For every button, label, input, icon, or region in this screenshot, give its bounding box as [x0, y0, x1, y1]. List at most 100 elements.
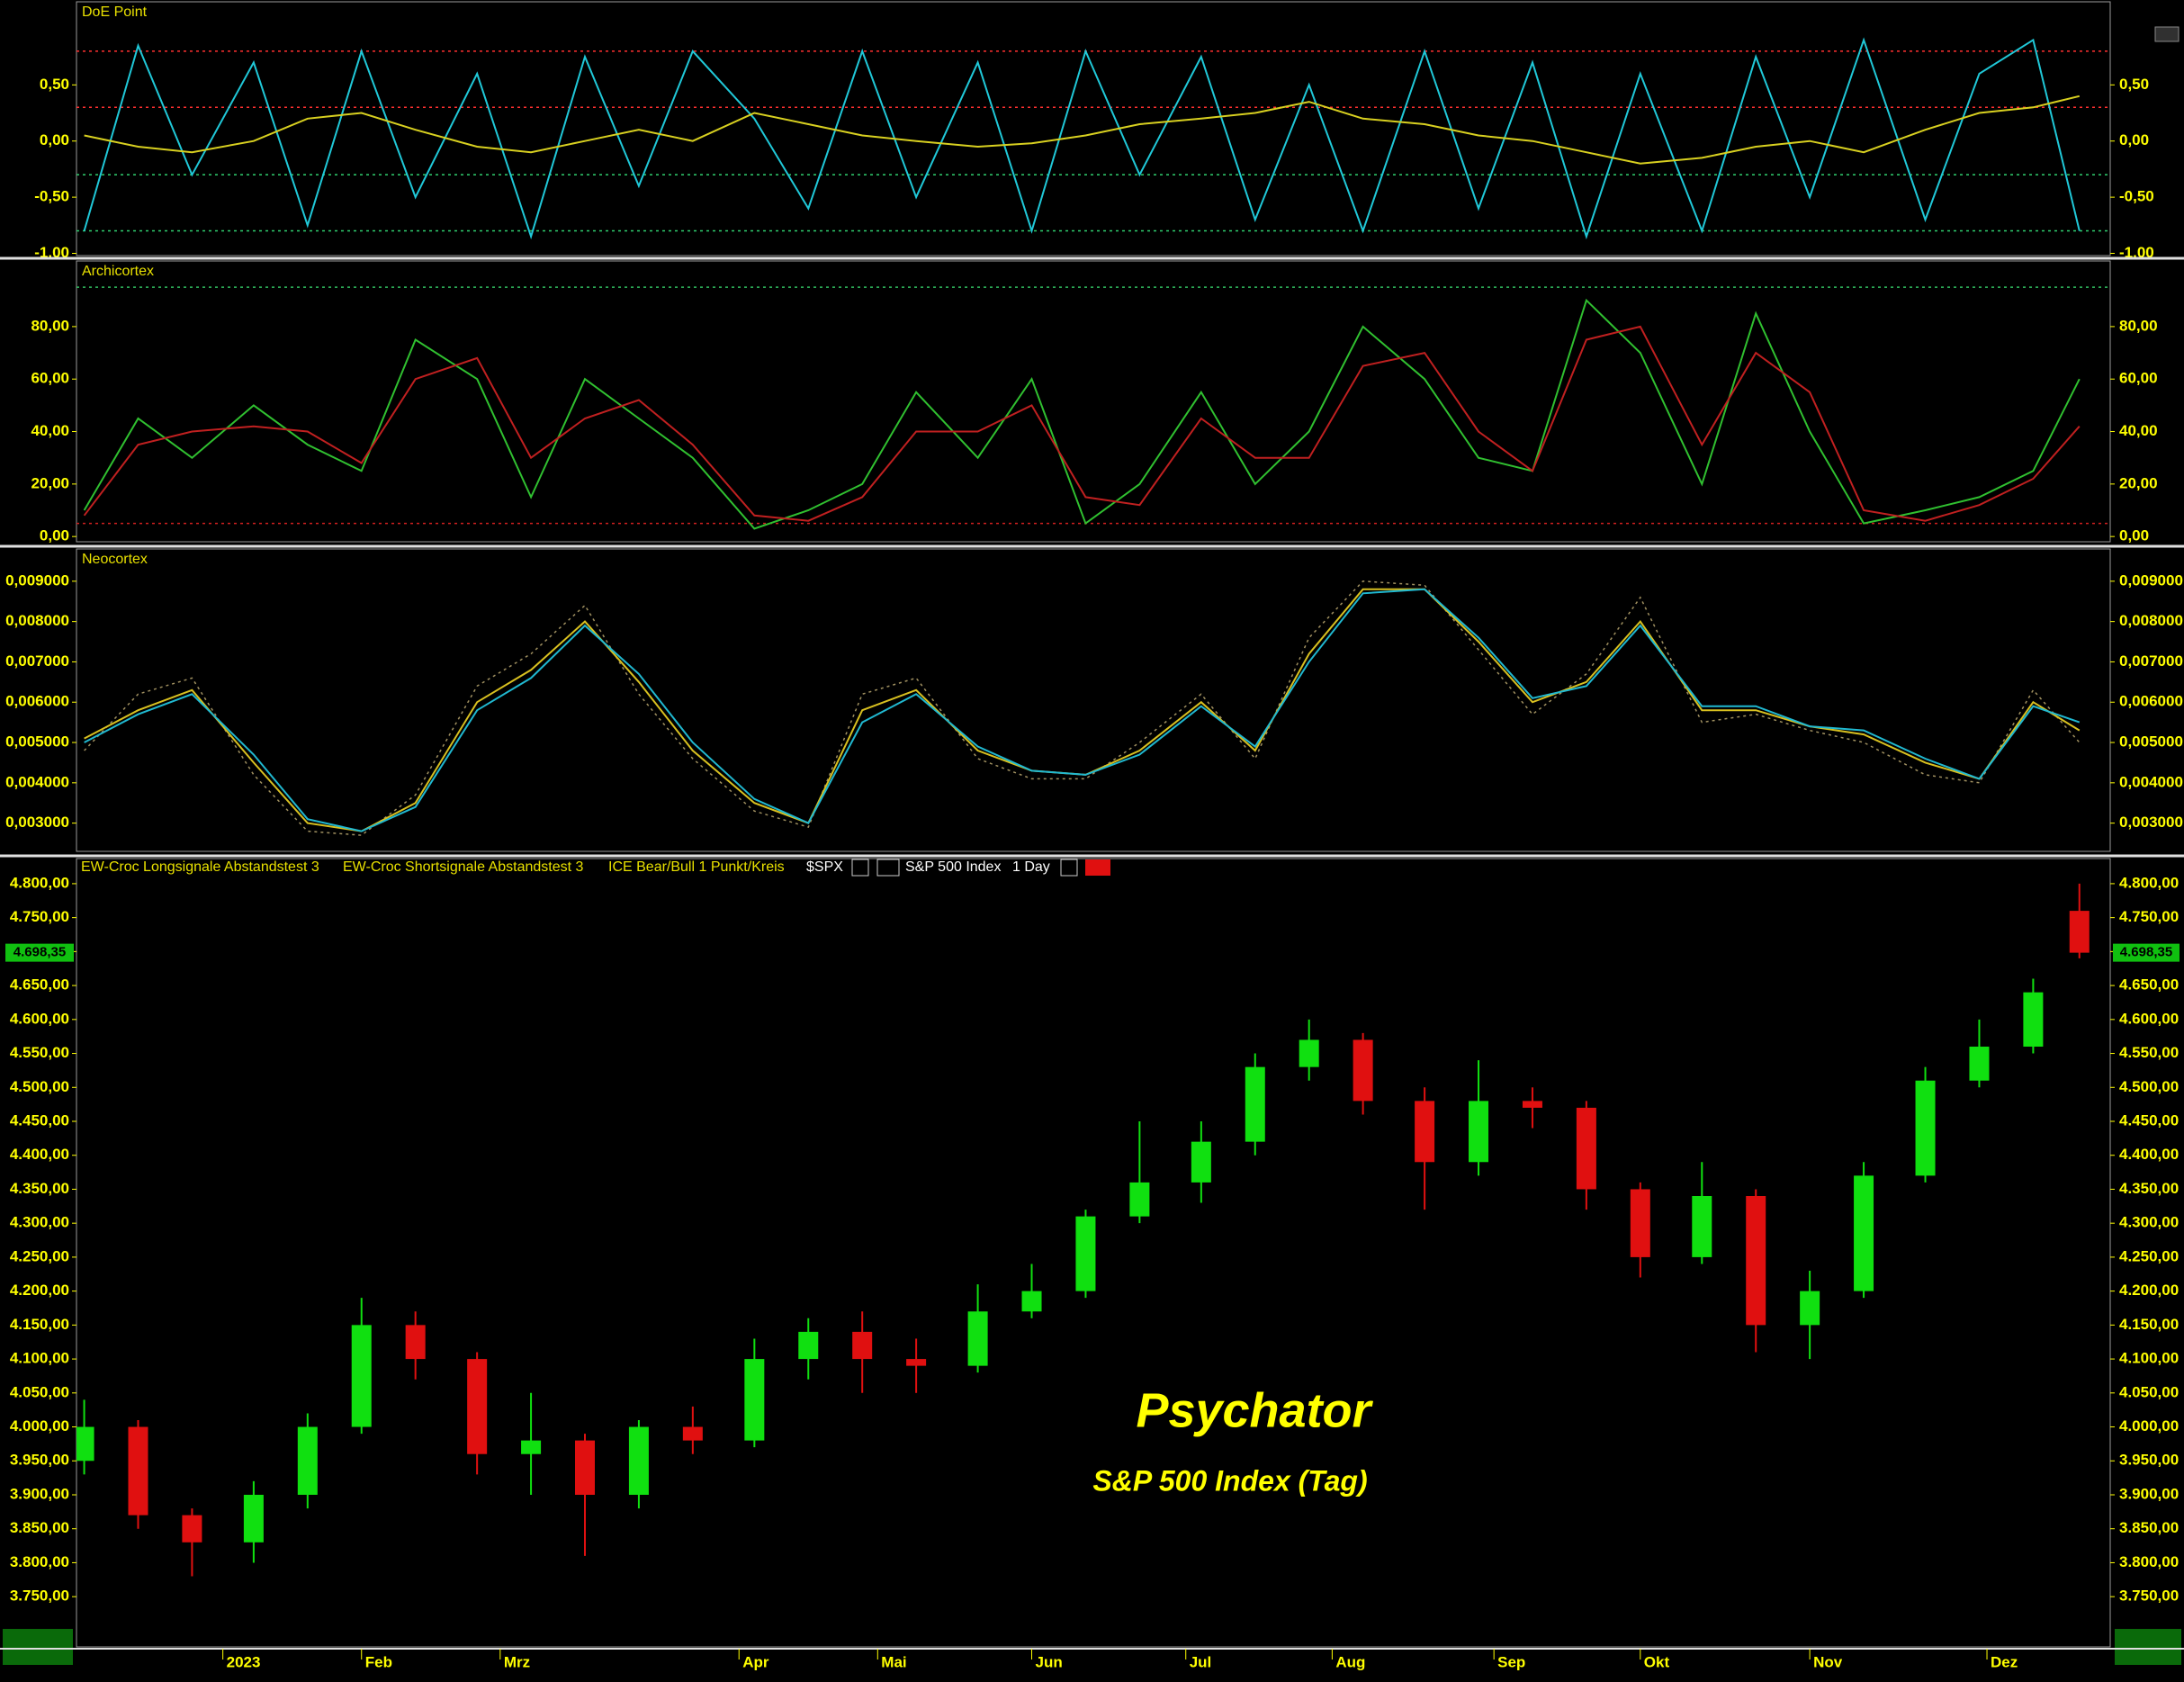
record-button[interactable] — [1085, 859, 1110, 876]
y-tick-label: 4.750,00 — [2119, 908, 2179, 925]
y-tick-label: 4.100,00 — [10, 1350, 69, 1367]
x-tick-label: Mai — [881, 1653, 906, 1670]
volume-meter-left — [3, 1629, 73, 1665]
y-tick-label: -1,00 — [2119, 244, 2154, 261]
dropdown[interactable] — [851, 859, 869, 877]
candle-body — [1415, 1101, 1435, 1163]
y-tick-label: 0,006000 — [5, 693, 69, 710]
last-price-label: 4.698,35 — [2120, 945, 2172, 960]
candle-body — [297, 1426, 318, 1495]
candle-body — [467, 1359, 488, 1454]
candle-body — [744, 1359, 765, 1441]
dropdown[interactable] — [1060, 859, 1078, 877]
candle-body — [1245, 1066, 1265, 1142]
candle-body — [1299, 1039, 1319, 1067]
y-tick-label: 0,004000 — [2119, 773, 2183, 790]
plot-area — [84, 580, 2081, 836]
y-tick-label: 0,006000 — [2119, 693, 2183, 710]
candle-body — [1075, 1216, 1096, 1291]
y-tick-label: 4.250,00 — [10, 1247, 69, 1264]
y-tick-label: 4.400,00 — [10, 1146, 69, 1163]
y-tick-label: 3.800,00 — [2119, 1553, 2179, 1570]
candle-body — [628, 1426, 649, 1495]
y-tick-label: 40,00 — [2119, 422, 2158, 439]
y-tick-label: 4.100,00 — [2119, 1350, 2179, 1367]
y-tick-label: 0,004000 — [5, 773, 69, 790]
y-tick-label: 0,50 — [2119, 76, 2149, 93]
candle-body — [852, 1331, 873, 1360]
indicator-label: EW-Croc Shortsignale Abstandstest 3 — [343, 859, 583, 875]
y-tick-label: 20,00 — [31, 474, 69, 491]
x-tick-label: Apr — [742, 1653, 769, 1670]
candle-body — [1915, 1080, 1936, 1176]
x-tick-label: Sep — [1497, 1653, 1525, 1670]
x-tick-label: 2023 — [227, 1653, 261, 1670]
plot-area — [76, 37, 2110, 240]
candle-body — [2023, 992, 2044, 1048]
candle-body — [405, 1325, 426, 1360]
y-tick-label: 0,008000 — [5, 612, 69, 629]
candle-body — [351, 1325, 372, 1427]
y-tick-label: -1,00 — [34, 244, 69, 261]
y-tick-label: 4.300,00 — [10, 1214, 69, 1231]
y-tick-label: 4.600,00 — [2119, 1010, 2179, 1027]
y-tick-label: 0,007000 — [2119, 652, 2183, 670]
candle-body — [575, 1440, 595, 1495]
y-tick-label: 3.950,00 — [10, 1452, 69, 1469]
candle-body — [1800, 1291, 1820, 1326]
y-tick-label: 0,007000 — [5, 652, 69, 670]
y-tick-label: 4.800,00 — [10, 874, 69, 891]
indicator-line — [84, 94, 2081, 165]
y-tick-label: 4.450,00 — [2119, 1111, 2179, 1129]
candle-body — [682, 1426, 703, 1441]
y-tick-label: 4.650,00 — [10, 976, 69, 994]
y-tick-label: 3.750,00 — [10, 1588, 69, 1605]
y-tick-label: 4.550,00 — [2119, 1044, 2179, 1061]
y-tick-label: 0,009000 — [5, 571, 69, 589]
y-tick-label: 4.150,00 — [2119, 1316, 2179, 1333]
y-tick-label: 4.450,00 — [10, 1111, 69, 1129]
y-tick-label: 0,005000 — [5, 733, 69, 751]
y-tick-label: 4.200,00 — [2119, 1282, 2179, 1299]
y-tick-label: 0,00 — [2119, 131, 2149, 148]
y-tick-label: 40,00 — [31, 422, 69, 439]
y-tick-label: 4.500,00 — [2119, 1078, 2179, 1095]
x-tick-label: Jun — [1036, 1653, 1063, 1670]
interval-label: 1 Day — [1012, 859, 1050, 875]
candle-body — [1129, 1182, 1150, 1217]
y-tick-label: 4.300,00 — [2119, 1214, 2179, 1231]
y-tick-label: 0,003000 — [2119, 814, 2183, 831]
y-tick-label: -0,50 — [2119, 188, 2154, 205]
indicator-label: ICE Bear/Bull 1 Punkt/Kreis — [608, 859, 785, 875]
candle-body — [1746, 1195, 1766, 1326]
y-tick-label: 3.900,00 — [2119, 1485, 2179, 1502]
symbol-label: $SPX — [806, 859, 843, 875]
dropdown[interactable] — [876, 859, 900, 877]
y-tick-label: 3.950,00 — [2119, 1452, 2179, 1469]
y-tick-label: 4.600,00 — [10, 1010, 69, 1027]
x-tick-label: Jul — [1190, 1653, 1212, 1670]
y-tick-label: 4.000,00 — [2119, 1417, 2179, 1435]
candle-body — [1692, 1195, 1712, 1257]
y-tick-label: 3.750,00 — [2119, 1588, 2179, 1605]
plot-area — [76, 883, 2090, 1577]
indicator-label: EW-Croc Longsignale Abstandstest 3 — [81, 859, 319, 875]
window-button[interactable] — [2154, 26, 2180, 42]
candle-body — [128, 1426, 148, 1516]
candle-body — [76, 1426, 94, 1462]
candle-body — [1021, 1291, 1042, 1312]
y-tick-label: 0,005000 — [2119, 733, 2183, 751]
y-tick-label: 4.150,00 — [10, 1316, 69, 1333]
x-tick-label: Dez — [1991, 1653, 2018, 1670]
x-tick-label: Aug — [1335, 1653, 1365, 1670]
y-tick-label: 80,00 — [31, 317, 69, 334]
panel-title: DoE Point — [82, 4, 148, 20]
candle-body — [243, 1494, 264, 1543]
indicator-line — [83, 325, 2081, 522]
candle-body — [1191, 1141, 1211, 1183]
candle-body — [967, 1311, 988, 1366]
y-tick-label: 0,00 — [40, 527, 69, 544]
x-tick-label: Mrz — [504, 1653, 530, 1670]
